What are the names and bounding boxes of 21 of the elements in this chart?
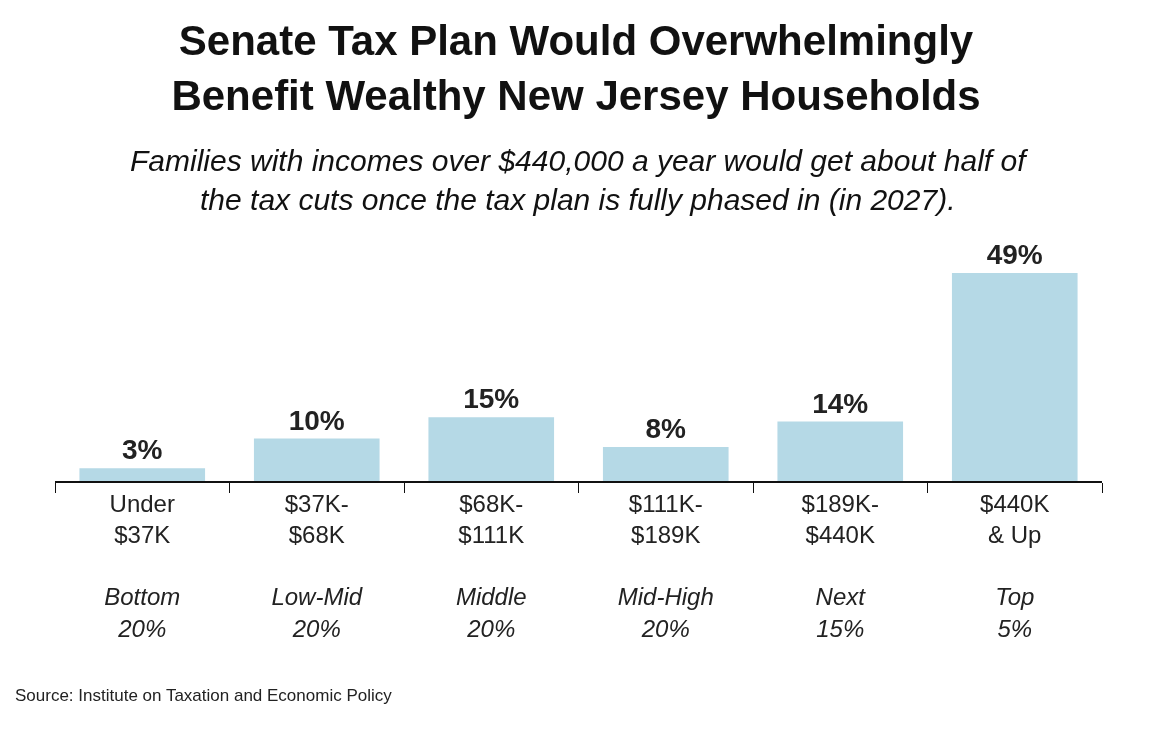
category-label: Under $37K Bottom 20% bbox=[104, 489, 181, 642]
category-label: $37K- $68K Low-Mid 20% bbox=[271, 489, 363, 642]
category-label: $440K & Up Top 5% bbox=[980, 489, 1050, 642]
chart-title: Senate Tax Plan Would Overwhelmingly Benefit Wealthy New Jersey Households bbox=[171, 17, 981, 119]
data-label: 14% bbox=[812, 387, 869, 419]
bar bbox=[951, 272, 1078, 481]
chart-subtitle: Families with incomes over $440,000 a year would get about half of the tax cuts once the tax plan is fully phased in (in 2027). bbox=[130, 144, 1029, 216]
category-label: $189K- $440K Next 15% bbox=[801, 489, 879, 642]
bar bbox=[428, 417, 555, 481]
bar bbox=[777, 421, 904, 481]
category-label: $111K- $189K Mid-High 20% bbox=[617, 489, 714, 642]
data-label: 10% bbox=[288, 404, 345, 436]
bar bbox=[253, 438, 380, 481]
data-label: 8% bbox=[645, 413, 687, 445]
bar bbox=[79, 468, 206, 481]
data-label: 3% bbox=[121, 434, 163, 466]
data-label: 15% bbox=[463, 383, 520, 415]
source-note: Source: Institute on Taxation and Economic Policy bbox=[15, 686, 393, 705]
data-label: 49% bbox=[986, 238, 1043, 270]
category-label: $68K- $111K Middle 20% bbox=[455, 489, 527, 642]
bar bbox=[602, 447, 729, 481]
